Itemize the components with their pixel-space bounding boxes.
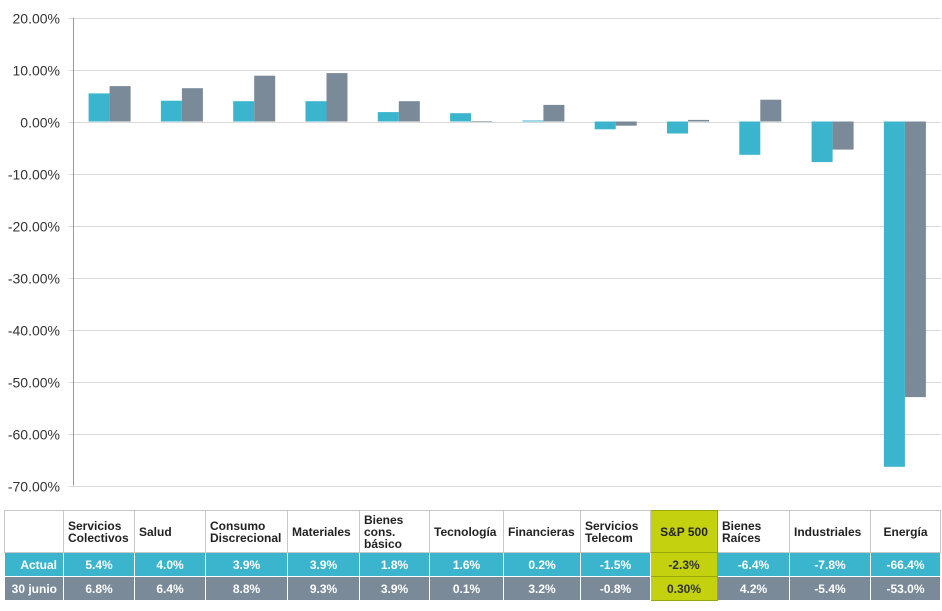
row-label-30-junio: 30 junio	[4, 576, 64, 601]
table-cell: 6.4%	[134, 576, 206, 601]
bar-actual-5	[450, 113, 472, 122]
bar-actual-3	[305, 101, 327, 122]
table-cell: -5.4%	[789, 576, 871, 601]
data-table: Servicios Colectivos Salud Consumo Discrecio…	[4, 510, 941, 601]
table-cell: 4.0%	[134, 552, 206, 577]
bar-actual-10	[811, 121, 833, 163]
table-cell: 5.4%	[63, 552, 135, 577]
column-header-7: Servicios Telecom	[580, 510, 651, 553]
y-tick-labels: 20.00% 10.00% 0.00% -10.00% -20.00% -30.00% -4…	[8, 11, 60, 495]
table-cell: 4.2%	[717, 576, 790, 601]
column-header-text: Financieras	[508, 524, 575, 539]
bar-30-junio-4	[398, 101, 420, 122]
table-cell: 8.8%	[205, 576, 288, 601]
bar-actual-8	[667, 121, 688, 134]
table-corner-cell	[4, 510, 64, 553]
column-header-text: Servicios	[585, 518, 639, 533]
table-cell: -7.8%	[789, 552, 871, 577]
table-header-row: Servicios Colectivos Salud Consumo Discrecio…	[4, 510, 941, 553]
table-cell: -53.0%	[870, 576, 941, 601]
bar-30-junio-2	[254, 75, 276, 122]
column-header-text: básico	[364, 536, 403, 551]
bar-30-junio-9	[760, 99, 782, 122]
table-cell: 3.9%	[359, 576, 430, 601]
bar-30-junio-0	[109, 86, 131, 122]
table-row-actual: Actual 5.4% 4.0% 3.9% 3.9% 1.8% 1.6% 0.2% -1.5%…	[4, 552, 941, 577]
table-cell: -1.5%	[580, 552, 651, 577]
column-header-text: Servicios	[68, 518, 122, 533]
column-header-5: Tecnología	[429, 510, 504, 553]
table-cell: 0.30%	[650, 576, 718, 601]
bar-30-junio-10	[832, 121, 854, 150]
bar-30-junio-5	[471, 121, 493, 122]
y-tick-label: 0.00%	[20, 115, 60, 131]
y-tick-label: -30.00%	[8, 271, 60, 287]
bar-30-junio-6	[543, 104, 565, 122]
bar-30-junio-1	[181, 88, 203, 122]
bar-actual-4	[377, 112, 399, 122]
table-cell: 9.3%	[287, 576, 360, 601]
bar-actual-6	[522, 120, 544, 122]
column-header-text: Bienes	[364, 512, 404, 527]
bar-actual-7	[594, 121, 616, 130]
table-cell: 6.8%	[63, 576, 135, 601]
bar-30-junio-7	[615, 121, 637, 126]
table-row-30-junio: 30 junio 6.8% 6.4% 8.8% 9.3% 3.9% 0.1% 3.2% -0.…	[4, 576, 941, 601]
table-cell: -6.4%	[717, 552, 790, 577]
table-cell: 1.6%	[429, 552, 504, 577]
y-tick-label: -10.00%	[8, 167, 60, 183]
row-label-actual: Actual	[4, 552, 64, 577]
column-header-text: Consumo	[210, 518, 266, 533]
column-header-text: Materiales	[292, 524, 351, 539]
column-header-text: Colectivos	[68, 530, 129, 545]
column-header-6: Financieras	[503, 510, 581, 553]
bar-30-junio-11	[904, 121, 926, 398]
column-header-8: S&P 500	[650, 510, 718, 553]
y-tick-label: -60.00%	[8, 427, 60, 443]
column-header-3: Materiales	[287, 510, 360, 553]
column-header-2: Consumo Discrecional	[205, 510, 288, 553]
column-header-10: Industriales	[789, 510, 871, 553]
bar-30-junio-3	[326, 73, 348, 122]
y-tick-label: -50.00%	[8, 375, 60, 391]
table-cell: 1.8%	[359, 552, 430, 577]
bar-actual-2	[233, 101, 255, 122]
y-tick-label: 20.00%	[13, 11, 60, 27]
column-header-11: Energía	[870, 510, 941, 553]
column-header-1: Salud	[134, 510, 206, 553]
column-header-text: Tecnología	[434, 524, 497, 539]
bar-30-junio-8	[688, 119, 709, 122]
column-header-text: Telecom	[585, 530, 633, 545]
bars	[88, 73, 926, 467]
column-header-9: Bienes Raíces	[717, 510, 790, 553]
column-header-text: Discrecional	[210, 530, 282, 545]
column-header-text: Industriales	[794, 524, 862, 539]
table-cell: 3.2%	[503, 576, 581, 601]
bar-actual-0	[88, 93, 110, 122]
column-header-text: Bienes	[722, 518, 762, 533]
bar-actual-1	[160, 100, 182, 122]
column-header-text: Energía	[883, 524, 928, 539]
y-tick-label: -20.00%	[8, 219, 60, 235]
table-cell: 3.9%	[287, 552, 360, 577]
bar-actual-9	[739, 121, 761, 155]
column-header-text: cons.	[364, 524, 396, 539]
table-cell: -66.4%	[870, 552, 941, 577]
table-cell: 3.9%	[205, 552, 288, 577]
column-header-text: Salud	[139, 524, 172, 539]
gridlines	[68, 18, 941, 487]
y-tick-label: -40.00%	[8, 323, 60, 339]
table-cell: -0.8%	[580, 576, 651, 601]
bar-chart: 20.00% 10.00% 0.00% -10.00% -20.00% -30.00% -4…	[8, 11, 941, 495]
table-cell: -2.3%	[650, 552, 718, 577]
column-header-4: Bienes cons. básico	[359, 510, 430, 553]
y-tick-label: 10.00%	[13, 63, 60, 79]
column-header-text: Raíces	[722, 530, 761, 545]
y-tick-label: -70.00%	[8, 479, 60, 495]
table-cell: 0.1%	[429, 576, 504, 601]
column-header-text: S&P 500	[660, 524, 708, 539]
column-header-0: Servicios Colectivos	[63, 510, 135, 553]
table-cell: 0.2%	[503, 552, 581, 577]
bar-actual-11	[883, 121, 905, 467]
